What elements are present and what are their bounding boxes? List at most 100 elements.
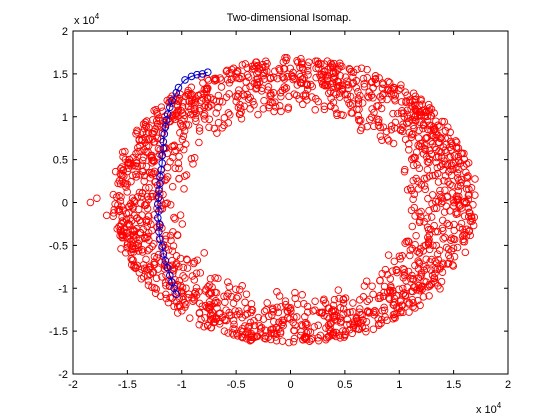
scatter-point bbox=[409, 154, 417, 162]
scatter-point bbox=[369, 94, 377, 102]
scatter-point bbox=[471, 175, 479, 183]
scatter-point bbox=[277, 303, 285, 311]
scatter-point bbox=[247, 333, 256, 341]
scatter-point bbox=[212, 298, 220, 307]
scatter-point bbox=[180, 145, 188, 154]
scatter-point bbox=[257, 323, 266, 332]
scatter-point bbox=[431, 257, 439, 265]
scatter-point bbox=[428, 191, 437, 199]
scatter-point bbox=[150, 284, 159, 292]
scatter-point bbox=[171, 115, 179, 124]
scatter-point bbox=[400, 109, 408, 117]
scatter-point bbox=[122, 249, 130, 257]
path-point bbox=[155, 227, 163, 236]
scatter-point bbox=[168, 182, 177, 191]
scatter-point bbox=[336, 89, 344, 97]
scatter-point bbox=[130, 227, 139, 235]
scatter-point bbox=[93, 194, 101, 202]
scatter-point bbox=[139, 273, 148, 281]
scatter-point bbox=[288, 73, 297, 81]
y-tick-label: -0.5 bbox=[49, 240, 68, 252]
scatter-point bbox=[254, 110, 262, 119]
scatter-point bbox=[159, 201, 167, 209]
scatter-point bbox=[225, 79, 234, 87]
scatter-point bbox=[231, 325, 239, 333]
scatter-point bbox=[356, 126, 365, 135]
scatter-point bbox=[318, 80, 327, 89]
scatter-point bbox=[190, 289, 199, 298]
scatter-point bbox=[169, 242, 178, 250]
path-point bbox=[172, 88, 181, 97]
scatter-point bbox=[293, 81, 302, 89]
scatter-point bbox=[226, 111, 234, 119]
scatter-point bbox=[311, 297, 319, 305]
scatter-point bbox=[139, 128, 147, 137]
scatter-point bbox=[152, 117, 161, 125]
scatter-point bbox=[127, 248, 135, 256]
x-tick-label: -0.5 bbox=[227, 379, 246, 391]
scatter-point bbox=[323, 57, 332, 65]
scatter-point bbox=[184, 108, 193, 116]
scatter-point bbox=[157, 103, 166, 111]
scatter-point bbox=[413, 112, 422, 121]
scatter-point bbox=[200, 249, 208, 257]
scatter-point bbox=[290, 326, 298, 335]
scatter-point bbox=[293, 300, 302, 308]
scatter-point bbox=[170, 142, 178, 151]
series-1 bbox=[154, 68, 212, 299]
scatter-point bbox=[376, 123, 384, 132]
scatter-point bbox=[434, 255, 443, 264]
scatter-point bbox=[410, 124, 418, 133]
scatter-point bbox=[221, 298, 229, 306]
scatter-point bbox=[166, 293, 174, 302]
scatter-point bbox=[290, 334, 299, 343]
scatter-point bbox=[158, 129, 167, 137]
y-tick-label: 1 bbox=[62, 112, 68, 124]
scatter-point bbox=[143, 234, 151, 242]
scatter-point bbox=[356, 296, 364, 304]
scatter-point bbox=[139, 153, 148, 162]
scatter-point bbox=[151, 177, 160, 186]
path-point bbox=[166, 271, 174, 280]
scatter-point bbox=[445, 221, 453, 230]
scatter-point bbox=[208, 308, 216, 316]
scatter-point bbox=[379, 80, 388, 89]
scatter-point bbox=[179, 98, 188, 106]
scatter-point bbox=[205, 115, 214, 124]
scatter-point bbox=[229, 64, 238, 73]
scatter-point bbox=[195, 299, 204, 308]
scatter-point bbox=[205, 301, 214, 309]
scatter-point bbox=[363, 297, 371, 305]
scatter-point bbox=[375, 115, 383, 124]
scatter-point bbox=[240, 92, 249, 100]
path-point bbox=[204, 68, 212, 76]
scatter-point bbox=[427, 150, 436, 158]
scatter-point bbox=[297, 54, 305, 63]
scatter-point bbox=[278, 320, 286, 329]
scatter-point bbox=[254, 313, 263, 322]
scatter-point bbox=[384, 251, 393, 259]
scatter-point bbox=[227, 292, 236, 301]
scatter-point bbox=[349, 299, 357, 307]
scatter-point bbox=[367, 78, 376, 87]
scatter-point bbox=[360, 82, 369, 91]
scatter-point bbox=[236, 100, 244, 109]
scatter-point bbox=[425, 108, 434, 116]
scatter-point bbox=[464, 172, 472, 180]
scatter-point bbox=[271, 67, 279, 75]
scatter-point bbox=[130, 211, 139, 220]
scatter-point bbox=[168, 247, 177, 255]
scatter-point bbox=[389, 300, 397, 309]
scatter-point bbox=[304, 66, 312, 75]
scatter-point bbox=[212, 289, 221, 297]
scatter-point bbox=[140, 264, 149, 273]
scatter-point bbox=[420, 182, 429, 190]
scatter-point bbox=[247, 305, 256, 314]
scatter-point bbox=[222, 316, 231, 325]
scatter-point bbox=[438, 216, 447, 225]
scatter-point bbox=[457, 149, 465, 158]
scatter-point bbox=[395, 86, 403, 94]
scatter-point bbox=[224, 109, 233, 117]
scatter-point bbox=[367, 91, 376, 100]
scatter-point bbox=[462, 160, 471, 168]
